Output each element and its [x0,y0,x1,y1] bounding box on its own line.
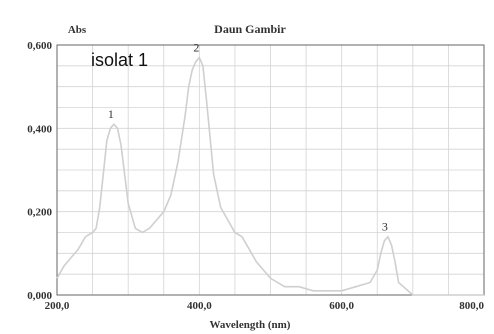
peak-labels: 1 2 3 [108,41,388,234]
x-tick-label: 200,0 [45,300,70,312]
y-tick-label: 0,400 [27,123,52,135]
y-tick-label: 0,200 [27,207,52,219]
x-axis-title: Wavelength (nm) [210,319,291,331]
peak-label-1: 1 [108,107,114,121]
absorbance-curve [56,55,484,296]
x-tick-label: 600,0 [329,300,354,312]
sample-annotation: isolat 1 [91,50,148,70]
peak-label-2: 2 [193,41,199,55]
y-tick-label: 0,000 [27,290,52,302]
chart-title: Daun Gambir [214,22,286,36]
x-tick-label: 800,0 [459,300,484,312]
y-axis-ticks: 0,000 0,200 0,400 0,600 [27,40,52,302]
x-axis-ticks: 200,0 400,0 600,0 800,0 [45,300,485,312]
x-tick-label: 400,0 [187,300,212,312]
peak-label-3: 3 [382,220,388,234]
y-axis-title: Abs [68,24,87,36]
y-tick-label: 0,600 [27,40,52,52]
plot-frame [56,44,485,296]
